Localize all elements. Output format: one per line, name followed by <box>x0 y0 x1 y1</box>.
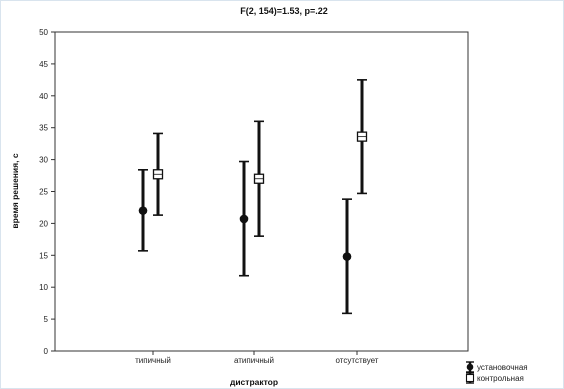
y-tick-label: 35 <box>39 124 48 133</box>
y-tick-label: 0 <box>44 347 49 356</box>
y-axis: 0 5 10 15 20 25 30 35 40 45 50 <box>39 28 55 356</box>
y-tick-label: 10 <box>39 283 48 292</box>
data-point <box>356 79 368 195</box>
y-tick-label: 45 <box>39 60 48 69</box>
y-tick-label: 50 <box>39 28 48 37</box>
mean-marker <box>239 214 249 224</box>
x-tick-label: отсутствует <box>336 356 379 365</box>
y-tick-label: 25 <box>39 188 48 197</box>
data-point <box>138 169 148 252</box>
y-tick-label: 30 <box>39 156 48 165</box>
plot-frame <box>54 31 469 352</box>
legend: установочная контрольная <box>465 361 528 384</box>
legend-symbol <box>465 373 475 383</box>
data-point <box>342 198 352 315</box>
legend-item: контрольная <box>465 372 524 384</box>
x-tick-label: атипичный <box>234 356 274 365</box>
y-tick-label: 15 <box>39 251 48 260</box>
mean-marker <box>342 252 352 261</box>
data-point <box>152 132 164 216</box>
legend-label: установочная <box>477 363 528 372</box>
y-axis-label: время решения, с <box>10 153 20 228</box>
series-layer <box>138 79 368 315</box>
x-axis-label: дистрактор <box>230 377 278 387</box>
x-axis: типичный атипичный отсутствует <box>135 351 379 365</box>
chart-title: F(2, 154)=1.53, p=.22 <box>240 6 328 16</box>
y-tick-label: 40 <box>39 92 48 101</box>
y-tick-label: 20 <box>39 219 48 228</box>
legend-label: контрольная <box>477 374 524 383</box>
legend-symbol <box>466 363 474 371</box>
y-tick-label: 5 <box>44 315 49 324</box>
data-point <box>239 160 249 277</box>
mean-marker <box>138 206 148 215</box>
x-tick-label: типичный <box>135 356 171 365</box>
legend-item: установочная <box>466 361 528 373</box>
data-point <box>253 120 265 237</box>
